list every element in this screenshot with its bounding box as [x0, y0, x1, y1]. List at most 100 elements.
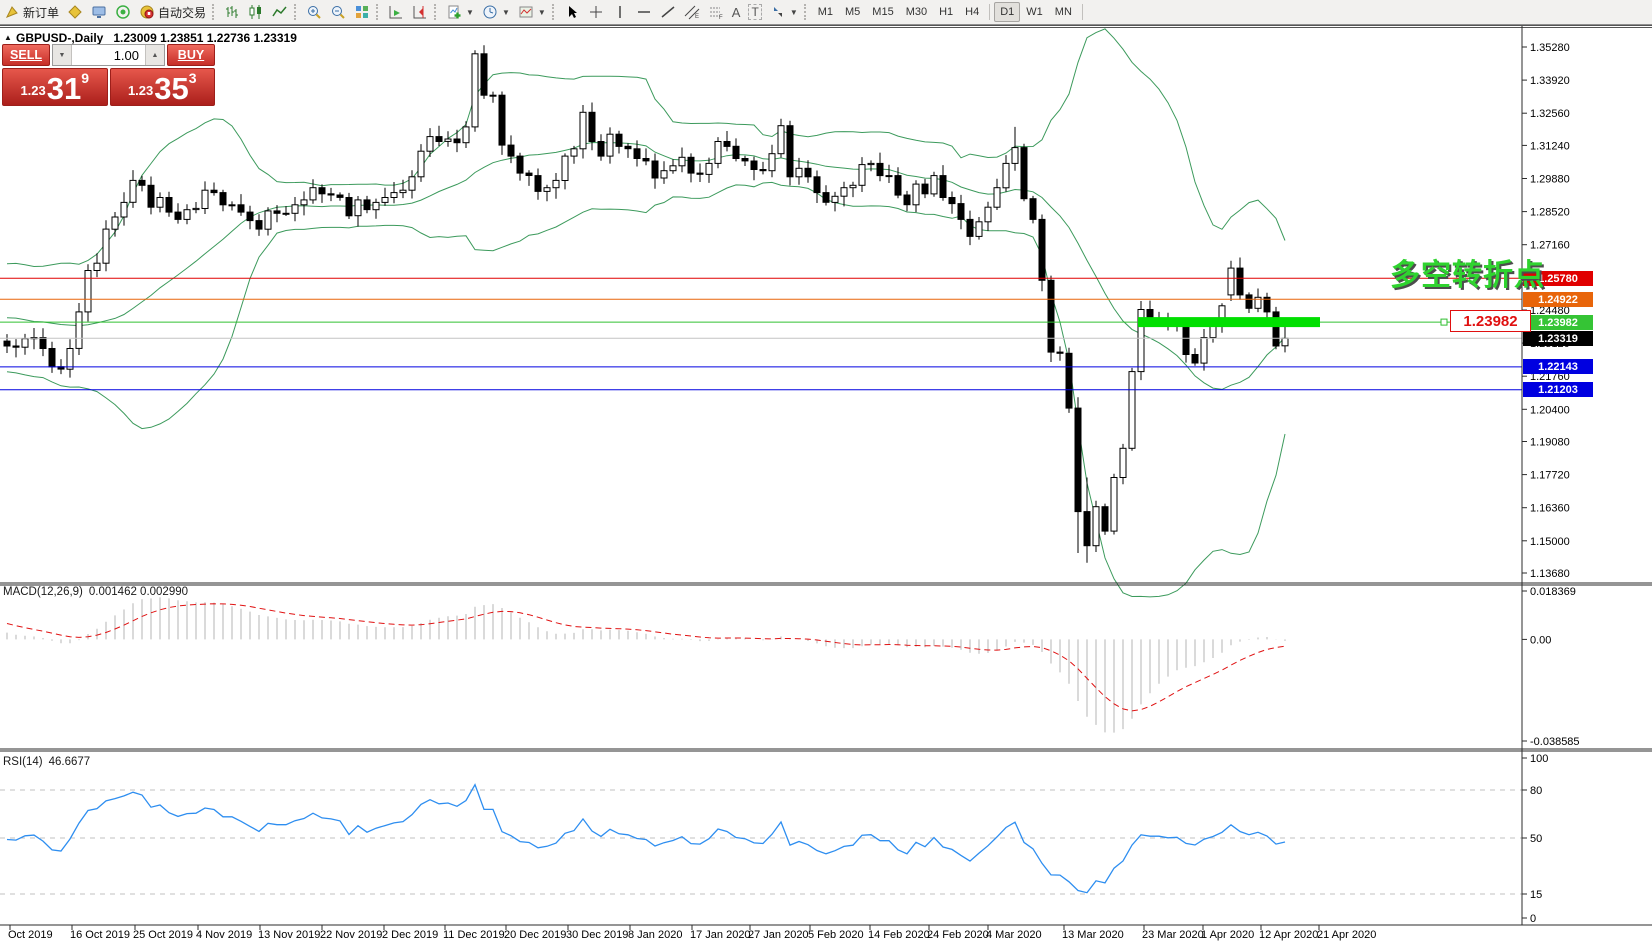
- timeframe-button-h1[interactable]: H1: [939, 6, 954, 18]
- level-price-label: 1.23982: [1523, 315, 1593, 330]
- toolbar: 新订单 自动交易: [0, 0, 1652, 25]
- new-order-button[interactable]: 新订单: [0, 2, 63, 22]
- svg-text:14 Feb 2020: 14 Feb 2020: [868, 929, 930, 941]
- svg-text:1.21760: 1.21760: [1530, 371, 1570, 383]
- timeframe-button-mn[interactable]: MN: [1054, 6, 1072, 18]
- svg-text:17 Jan 2020: 17 Jan 2020: [690, 929, 751, 941]
- price-callout-box[interactable]: 1.23982: [1450, 310, 1531, 332]
- window-border: [0, 25, 1652, 26]
- svg-text:1.13680: 1.13680: [1530, 568, 1570, 580]
- candlestick-series[interactable]: [3, 45, 1289, 563]
- svg-text:80: 80: [1530, 785, 1542, 797]
- cursor-icon: [564, 4, 580, 20]
- svg-text:22 Nov 2019: 22 Nov 2019: [320, 929, 382, 941]
- tile-windows-icon: [354, 4, 370, 20]
- candlestick-chart-icon: [248, 4, 264, 20]
- timeframe-button-m30[interactable]: M30: [905, 6, 928, 18]
- svg-text:12 Apr 2020: 12 Apr 2020: [1259, 929, 1318, 941]
- templates-caret-icon: ▼: [537, 7, 546, 17]
- svg-text:F: F: [719, 15, 723, 20]
- timeframe-button-w1[interactable]: W1: [1026, 6, 1043, 18]
- line-chart-button[interactable]: [268, 2, 292, 22]
- templates-button[interactable]: ▼: [514, 2, 550, 22]
- buy-price-sup: 3: [188, 70, 197, 86]
- indicators-button[interactable]: ▼: [442, 2, 478, 22]
- svg-text:25 Oct 2019: 25 Oct 2019: [133, 929, 193, 941]
- arrows-button[interactable]: ▼: [766, 2, 802, 22]
- volume-decrease-button[interactable]: ▼: [53, 45, 72, 65]
- cursor-button[interactable]: [560, 2, 584, 22]
- horizontal-line-button[interactable]: [632, 2, 656, 22]
- auto-trading-button[interactable]: 自动交易: [135, 2, 210, 22]
- equidistant-channel-button[interactable]: E: [680, 2, 704, 22]
- chart-frame: 1.35280 1.33920 1.32560 1.31240 1.29880 1.285…: [0, 26, 1652, 941]
- svg-text:1.35280: 1.35280: [1530, 42, 1570, 54]
- svg-text:-0.038585: -0.038585: [1530, 736, 1580, 748]
- auto-trading-label: 自动交易: [158, 5, 207, 20]
- bar-chart-button[interactable]: [220, 2, 244, 22]
- object-handle[interactable]: [1440, 318, 1448, 326]
- svg-text:1.19080: 1.19080: [1530, 437, 1570, 449]
- sell-button[interactable]: SELL: [2, 44, 50, 66]
- trendline-button[interactable]: [656, 2, 680, 22]
- tile-windows-button[interactable]: [350, 2, 374, 22]
- toolbar-grip: [294, 4, 300, 20]
- text-button[interactable]: A: [728, 2, 745, 22]
- turning-point-annotation[interactable]: 多空转折点: [1390, 259, 1545, 292]
- highlight-bar[interactable]: [1138, 317, 1320, 328]
- candlestick-chart-button[interactable]: [244, 2, 268, 22]
- timeframe-button-m5[interactable]: M5: [845, 6, 861, 18]
- text-label-button[interactable]: T: [744, 2, 765, 22]
- timeframe-button-m15[interactable]: M15: [872, 6, 894, 18]
- sell-price-button[interactable]: 1.23 31 9: [2, 68, 108, 106]
- chart-shift-button[interactable]: [408, 2, 432, 22]
- macd-signal-line: [6, 603, 1286, 712]
- trendline-icon: [660, 4, 676, 20]
- fibonacci-button[interactable]: F: [704, 2, 728, 22]
- svg-text:11 Dec 2019: 11 Dec 2019: [443, 929, 505, 941]
- signals-button[interactable]: [111, 2, 135, 22]
- buy-button[interactable]: BUY: [167, 44, 215, 66]
- zoom-out-button[interactable]: [326, 2, 350, 22]
- auto-scroll-icon: [388, 4, 404, 20]
- volume-input[interactable]: 1.00: [113, 47, 139, 63]
- terminal-button[interactable]: [87, 2, 111, 22]
- svg-text:0: 0: [1530, 913, 1536, 925]
- zoom-in-icon: [306, 4, 322, 20]
- svg-text:27 Jan 2020: 27 Jan 2020: [748, 929, 809, 941]
- svg-text:20 Dec 2019: 20 Dec 2019: [504, 929, 566, 941]
- timeframe-button-d1[interactable]: D1: [994, 2, 1021, 22]
- text-label-icon: T: [748, 4, 762, 20]
- fibonacci-icon: F: [708, 4, 724, 21]
- buy-price-button[interactable]: 1.23 35 3: [109, 68, 215, 106]
- rsi-line: [6, 783, 1286, 894]
- svg-text:30 Dec 2019: 30 Dec 2019: [566, 929, 628, 941]
- svg-text:23 Mar 2020: 23 Mar 2020: [1142, 929, 1204, 941]
- buy-price-small: 1.23: [127, 83, 154, 98]
- sell-price-big: 31: [46, 70, 82, 106]
- chart-title: GBPUSD-,Daily 1.23009 1.23851 1.22736 1.2…: [16, 31, 297, 45]
- history-button[interactable]: [63, 2, 87, 22]
- timeframe-button-h4[interactable]: H4: [965, 6, 980, 18]
- auto-scroll-button[interactable]: [384, 2, 408, 22]
- volume-increase-button[interactable]: ▲: [145, 45, 164, 65]
- toolbar-separator: [1081, 4, 1083, 20]
- periods-button[interactable]: ▼: [478, 2, 514, 22]
- equidistant-channel-icon: E: [684, 4, 700, 20]
- collapse-arrow-icon[interactable]: ▲: [4, 33, 12, 42]
- zoom-in-button[interactable]: [302, 2, 326, 22]
- horizontal-level-lines[interactable]: [0, 277, 1522, 391]
- rsi-indicator: [0, 783, 1522, 895]
- crosshair-button[interactable]: [584, 2, 608, 22]
- svg-text:2 Dec 2019: 2 Dec 2019: [382, 929, 438, 941]
- vertical-line-button[interactable]: [608, 2, 632, 22]
- level-price-label: 1.21203: [1523, 382, 1593, 397]
- svg-text:1 Apr 2020: 1 Apr 2020: [1201, 929, 1254, 941]
- periods-caret-icon: ▼: [501, 7, 510, 17]
- template-icon: [518, 4, 534, 20]
- timeframe-button-m1[interactable]: M1: [817, 6, 834, 18]
- one-click-trading-panel: SELL ▼ 1.00 ▲ BUY 1.23 31 9 1.23 35 3: [2, 44, 215, 106]
- buy-price-big: 35: [154, 70, 189, 106]
